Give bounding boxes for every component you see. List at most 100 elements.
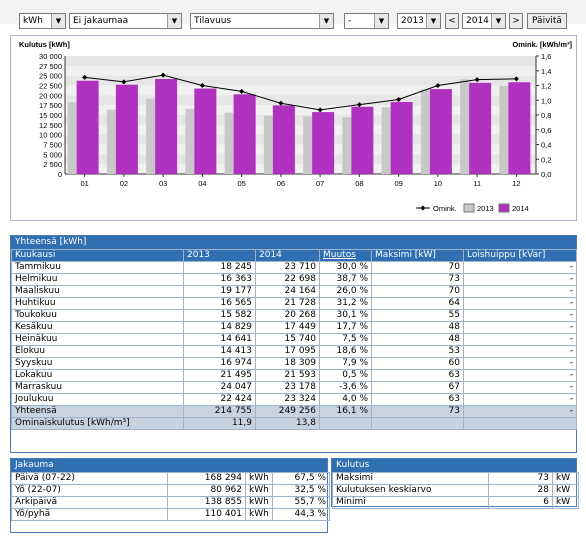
distribution-percent: 32,5 %: [272, 484, 330, 497]
distribution-select[interactable]: Ei jakaumaa ▼: [69, 13, 182, 29]
value-2013-cell: 14 641: [183, 333, 256, 346]
y-tick-label: 12 500: [39, 121, 62, 130]
change-sort-link[interactable]: Muutos: [323, 250, 356, 261]
value-2014-cell: 249 256: [255, 405, 320, 418]
month-cell: Heinäkuu: [11, 333, 184, 346]
table-row: Huhtikuu 16 565 21 728 31,2 % 64-: [11, 297, 577, 310]
x-tick-label: 02: [120, 179, 128, 188]
change-cell: 0,5 %: [319, 369, 372, 382]
y-tick-label: 30 000: [39, 52, 62, 61]
consumption-unit: kW: [552, 496, 579, 509]
max-cell: 67: [371, 381, 464, 394]
consumption-row: Kulutuksen keskiarvo 28 kW: [332, 484, 579, 497]
volume-select-value: Tilavuus: [194, 16, 232, 26]
bar-2013: [420, 89, 430, 174]
consumption-row: Maksimi 73 kW: [332, 472, 579, 485]
legend-label: 2013: [477, 204, 494, 213]
value-2013-cell: 11,9: [183, 417, 256, 430]
bar-2013: [381, 107, 391, 174]
legend-swatch-2013: [463, 203, 475, 213]
col-max: Maksimi [kW]: [371, 249, 464, 262]
empty-cell: [319, 417, 372, 430]
value-2014-cell: 13,8: [255, 417, 320, 430]
bar-2013: [460, 79, 470, 174]
table-row: Helmikuu 16 363 22 698 38,7 % 73-: [11, 273, 577, 286]
empty-cell: [463, 417, 577, 430]
distribution-unit: kWh: [245, 484, 273, 497]
table-row: Kesäkuu 14 829 17 449 17,7 % 48-: [11, 321, 577, 334]
refresh-button[interactable]: Päivitä: [527, 13, 567, 29]
bar-2014: [351, 106, 374, 174]
max-cell: 73: [371, 273, 464, 286]
x-tick-label: 06: [277, 179, 285, 188]
line-point: [474, 77, 480, 83]
series-line-omink: [84, 74, 517, 111]
chevron-down-icon: ▼: [491, 14, 505, 28]
specific-consumption-row: Ominaiskulutus [kWh/m³] 11,9 13,8: [11, 417, 577, 430]
y2-tick-label: 1,2: [541, 82, 551, 91]
y-tick-label: 0: [58, 170, 62, 179]
distribution-percent: 44,3 %: [272, 508, 330, 521]
month-cell: Elokuu: [11, 345, 184, 358]
value-2014-cell: 21 728: [255, 297, 320, 310]
bar-2013: [224, 112, 234, 174]
value-2013-cell: 18 245: [183, 261, 256, 274]
bar-2014: [76, 80, 99, 174]
distribution-value: 80 962: [167, 484, 246, 497]
y-tick-label: 27 500: [39, 62, 62, 71]
year-select-current[interactable]: 2014 ▼: [462, 13, 506, 29]
volume-select[interactable]: Tilavuus ▼: [190, 13, 334, 29]
max-cell: 60: [371, 357, 464, 370]
change-cell: 31,2 %: [319, 297, 372, 310]
year-select-compare[interactable]: 2013 ▼: [397, 13, 441, 29]
bar-2013: [263, 115, 273, 174]
col-reactive: Loishuippu [kVar]: [463, 249, 577, 262]
dash-select[interactable]: - ▼: [344, 13, 389, 29]
distribution-unit: kWh: [245, 508, 273, 521]
reactive-cell: -: [463, 369, 577, 382]
x-tick-label: 09: [394, 179, 402, 188]
change-cell: 17,7 %: [319, 321, 372, 334]
col-2013: 2013: [183, 249, 256, 262]
distribution-value: 110 401: [167, 508, 246, 521]
reactive-cell: -: [463, 261, 577, 274]
reactive-cell: -: [463, 405, 577, 418]
value-2014-cell: 21 593: [255, 369, 320, 382]
line-point: [435, 83, 441, 88]
reactive-cell: -: [463, 273, 577, 286]
x-tick-label: 08: [355, 179, 363, 188]
x-tick-label: 07: [316, 179, 324, 188]
distribution-percent: 67,5 %: [272, 472, 330, 485]
consumption-unit: kW: [552, 472, 579, 485]
line-point: [121, 79, 127, 85]
bar-2013: [303, 116, 313, 174]
x-tick-label: 10: [434, 179, 442, 188]
table-row: Heinäkuu 14 641 15 740 7,5 % 48-: [11, 333, 577, 346]
y2-tick-label: 1,0: [541, 96, 551, 105]
previous-year-button[interactable]: <: [445, 13, 459, 29]
change-cell: 26,0 %: [319, 285, 372, 298]
unit-select[interactable]: kWh ▼: [19, 13, 66, 29]
bar-2013: [185, 108, 195, 174]
month-cell: Huhtikuu: [11, 297, 184, 310]
reactive-cell: -: [463, 357, 577, 370]
next-year-button[interactable]: >: [509, 13, 523, 29]
x-tick-label: 12: [512, 179, 520, 188]
grid-band: [65, 154, 536, 165]
col-change[interactable]: Muutos: [319, 249, 372, 262]
chevron-down-icon: ▼: [319, 14, 333, 28]
table-row: Joulukuu 22 424 23 324 4,0 % 63-: [11, 393, 577, 406]
reactive-cell: -: [463, 297, 577, 310]
chevron-down-icon: ▼: [374, 14, 388, 28]
value-2014-cell: 17 449: [255, 321, 320, 334]
grid-band: [65, 134, 536, 145]
consumption-label: Kulutuksen keskiarvo: [332, 484, 489, 497]
max-cell: 63: [371, 393, 464, 406]
month-cell: Tammikuu: [11, 261, 184, 274]
value-2013-cell: 16 974: [183, 357, 256, 370]
value-2014-cell: 24 164: [255, 285, 320, 298]
dash-select-value: -: [348, 16, 352, 26]
month-cell: Toukokuu: [11, 309, 184, 322]
line-point: [199, 83, 205, 88]
max-cell: 48: [371, 321, 464, 334]
